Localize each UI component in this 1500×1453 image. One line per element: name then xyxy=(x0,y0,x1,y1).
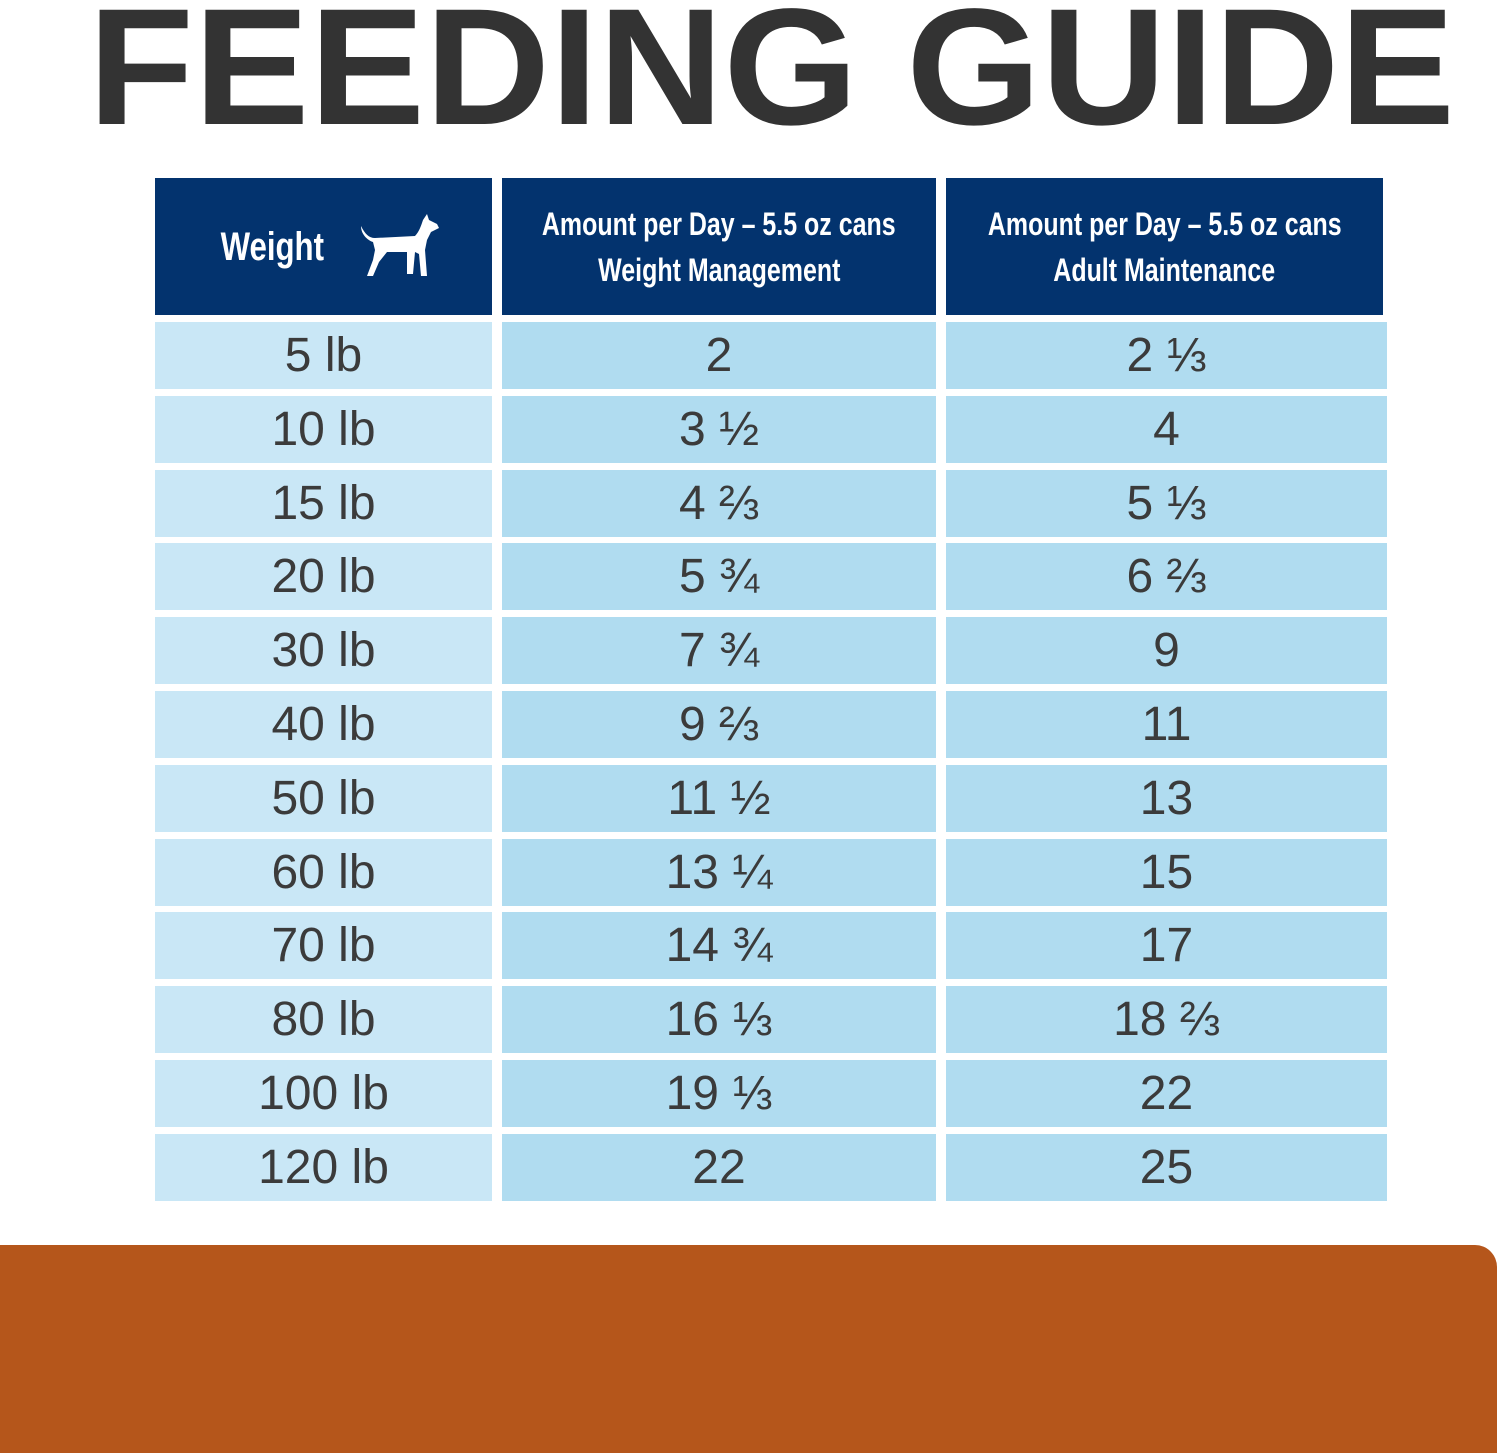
table-cell: 5 ⅓ xyxy=(946,469,1387,537)
table-cell: 10 lb xyxy=(155,395,492,463)
header-text: Amount per Day – 5.5 oz cans xyxy=(987,205,1342,242)
table-cell: 4 xyxy=(946,395,1387,463)
table-cell: 100 lb xyxy=(155,1060,492,1127)
table-cell: 30 lb xyxy=(155,617,492,685)
table-cell: 13 xyxy=(946,764,1387,832)
table-cell: 50 lb xyxy=(155,764,492,832)
table-cell: 7 ¾ xyxy=(502,617,936,685)
table-cell: 25 xyxy=(946,1133,1387,1201)
table-cell: 18 ⅔ xyxy=(946,986,1387,1054)
table-cell: 17 xyxy=(946,912,1387,980)
table-cell: 5 lb xyxy=(155,322,492,389)
table-cell: 22 xyxy=(946,1060,1387,1127)
table-cell: 2 ⅓ xyxy=(946,322,1387,389)
table-cell: 11 xyxy=(946,691,1387,758)
table-cell: 3 ½ xyxy=(502,395,936,463)
table-cell: 13 ¼ xyxy=(502,838,936,906)
dog-shape xyxy=(360,213,439,276)
table-cell: 11 ½ xyxy=(502,764,936,832)
table-cell: 14 ¾ xyxy=(502,912,936,980)
table-cell: 15 lb xyxy=(155,469,492,537)
table-cell: 5 ¾ xyxy=(502,543,936,611)
title-area: FEEDING GUIDE xyxy=(88,0,1455,150)
title: FEEDING GUIDE xyxy=(88,0,1455,150)
table-cell: 40 lb xyxy=(155,691,492,758)
table-cell: 120 lb xyxy=(155,1133,492,1201)
table-cell: 80 lb xyxy=(155,986,492,1054)
table-cell: 22 xyxy=(502,1133,936,1201)
table-cell: 2 xyxy=(502,322,936,389)
table-cell: 6 ⅔ xyxy=(946,543,1387,611)
header-cell: Weight xyxy=(155,178,492,315)
table-cell: 60 lb xyxy=(155,838,492,906)
table-cell: 70 lb xyxy=(155,912,492,980)
table-cell: 15 xyxy=(946,838,1387,906)
dog-icon xyxy=(360,213,439,276)
table-cell: 20 lb xyxy=(155,543,492,611)
table-cell: 9 ⅔ xyxy=(502,691,936,758)
header-text: Amount per Day – 5.5 oz cans xyxy=(542,205,896,242)
header-text: Weight xyxy=(220,224,325,269)
header-text: Adult Maintenance xyxy=(1053,251,1276,288)
header-cell: Amount per Day – 5.5 oz cans Adult Mainte… xyxy=(946,178,1383,315)
footer-panel xyxy=(0,1245,1497,1453)
table-cell: 16 ⅓ xyxy=(502,986,936,1054)
table-cell: 19 ⅓ xyxy=(502,1060,936,1127)
table-cell: 4 ⅔ xyxy=(502,469,936,537)
table-cell: 9 xyxy=(946,617,1387,685)
header-cell: Amount per Day – 5.5 oz cans Weight Manag… xyxy=(502,178,936,315)
header-text: Weight Management xyxy=(597,251,841,288)
